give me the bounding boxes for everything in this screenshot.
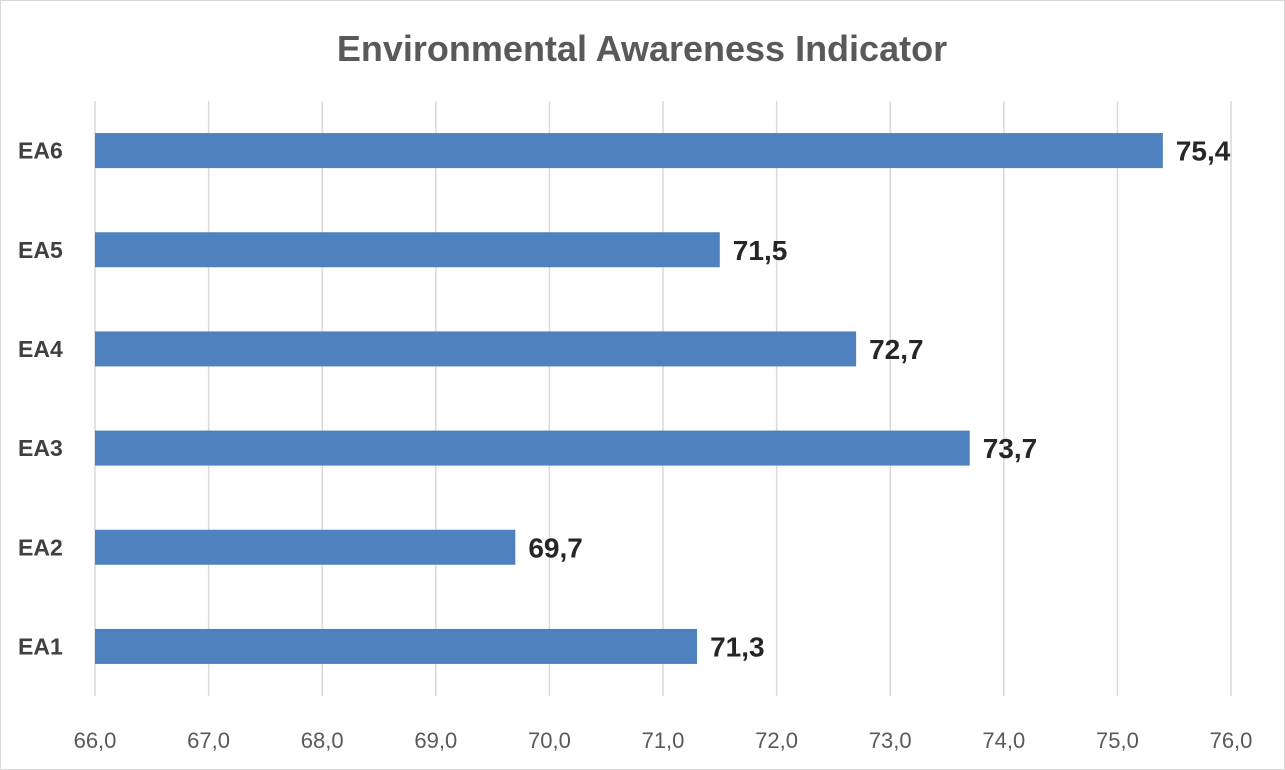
chart-title: Environmental Awareness Indicator (337, 28, 947, 69)
value-label-ea6: 75,4 (1176, 136, 1231, 167)
value-label-ea2: 69,7 (528, 532, 583, 563)
category-label-ea3: EA3 (18, 435, 63, 461)
bars (95, 133, 1163, 664)
x-tick-label: 72,0 (755, 728, 798, 753)
bar-ea3 (95, 430, 970, 466)
value-labels: 71,3 69,7 73,7 72,7 71,5 75,4 (528, 136, 1230, 663)
category-label-ea2: EA2 (18, 534, 63, 560)
x-tick-label: 71,0 (642, 728, 685, 753)
gridlines (94, 101, 1232, 696)
x-tick-label: 75,0 (1096, 728, 1139, 753)
x-tick-labels: 66,0 67,0 68,0 69,0 70,0 71,0 72,0 73,0 74,0 75,0… (74, 728, 1253, 753)
x-tick-label: 66,0 (74, 728, 117, 753)
value-label-ea4: 72,7 (869, 334, 924, 365)
value-label-ea3: 73,7 (983, 433, 1038, 464)
x-tick-label: 69,0 (414, 728, 457, 753)
category-label-ea5: EA5 (18, 237, 63, 263)
category-labels: EA1 EA2 EA3 EA4 EA5 EA6 (18, 138, 63, 660)
bar-ea2 (95, 529, 516, 565)
x-tick-label: 73,0 (869, 728, 912, 753)
category-label-ea6: EA6 (18, 138, 63, 164)
x-tick-label: 74,0 (982, 728, 1025, 753)
category-label-ea1: EA1 (18, 633, 63, 659)
category-label-ea4: EA4 (18, 336, 63, 362)
x-tick-label: 68,0 (301, 728, 344, 753)
x-tick-label: 70,0 (528, 728, 571, 753)
bar-ea5 (95, 232, 720, 268)
value-label-ea5: 71,5 (733, 235, 788, 266)
bar-ea1 (95, 628, 698, 664)
bar-ea6 (95, 133, 1163, 169)
x-tick-label: 76,0 (1210, 728, 1253, 753)
bar-ea4 (95, 331, 857, 367)
value-label-ea1: 71,3 (710, 631, 765, 662)
x-tick-label: 67,0 (187, 728, 230, 753)
